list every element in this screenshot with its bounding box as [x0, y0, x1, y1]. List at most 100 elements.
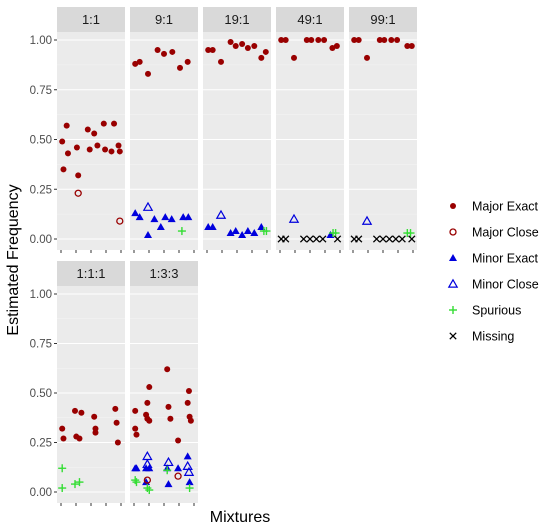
data-point [291, 54, 297, 61]
data-point [218, 58, 224, 65]
legend-item: Minor Exact [444, 249, 539, 267]
facet-label: 1:1 [82, 12, 100, 27]
data-point [165, 403, 172, 410]
facet-strip [130, 7, 198, 32]
data-point [144, 231, 152, 239]
data-point [133, 431, 140, 438]
data-point [132, 425, 139, 432]
legend-key [449, 228, 457, 236]
data-point [71, 480, 79, 489]
panel-background [57, 32, 125, 250]
facet-panel: 19:1 [203, 7, 271, 253]
data-point [73, 144, 80, 151]
data-point [312, 235, 321, 243]
y-tick-label: 1.00 [30, 35, 52, 47]
y-axis-label: Estimated Frequency [5, 184, 22, 335]
data-point [146, 384, 153, 391]
legend-key-bg [444, 275, 462, 293]
data-point [60, 435, 67, 442]
data-point [167, 215, 176, 223]
facet-panel: 99:1 [349, 7, 417, 253]
data-point [321, 37, 328, 43]
data-point [132, 60, 139, 67]
data-point [84, 126, 91, 133]
data-point [355, 235, 363, 243]
data-point [164, 480, 173, 488]
y-axis: 0.00 0.25 0.50 0.75 1.00 0.00 0.25 0.50 0.75 1.00 [30, 35, 57, 499]
legend-item: Major Close [444, 223, 539, 241]
data-point [209, 46, 216, 53]
data-point [183, 452, 192, 460]
legend-label: Spurious [472, 304, 521, 318]
data-point [398, 235, 406, 243]
facet-panel: 1:1:1 [57, 261, 125, 506]
data-point [184, 58, 191, 65]
data-point [303, 37, 310, 43]
data-point [78, 409, 85, 416]
facet-label: 99:1 [370, 12, 395, 27]
legend-item: Minor Close [444, 275, 539, 293]
facet-label: 1:1:1 [77, 266, 106, 281]
data-point [184, 213, 193, 221]
data-point [319, 235, 327, 243]
facet-strip [57, 261, 125, 286]
data-point [232, 42, 239, 49]
data-point [379, 235, 387, 243]
legend-item: Spurious [444, 301, 521, 319]
data-point [394, 37, 401, 43]
data-point [163, 466, 172, 475]
data-point [262, 227, 271, 236]
data-point [231, 227, 240, 235]
data-point [288, 213, 300, 223]
legend: Major Exact Major Close Minor Exact Minor C… [444, 197, 539, 345]
data-point [404, 42, 411, 49]
facet-panel: 9:1 [130, 7, 198, 253]
facet-strip [57, 7, 125, 32]
data-point [364, 54, 370, 61]
data-point [205, 46, 212, 53]
data-point [72, 407, 78, 414]
data-point [177, 64, 183, 71]
data-point [372, 235, 381, 243]
data-point [114, 439, 121, 446]
data-point [278, 37, 285, 43]
data-point [136, 58, 143, 65]
legend-item: Major Exact [444, 197, 539, 215]
panel-background [276, 32, 344, 250]
data-point [132, 478, 141, 487]
data-point [174, 472, 182, 480]
data-point [116, 148, 123, 155]
data-point [113, 419, 120, 426]
data-point [184, 399, 191, 406]
data-point [308, 37, 315, 43]
data-point [329, 44, 336, 51]
data-point [167, 415, 174, 422]
data-point [250, 229, 259, 237]
data-point [226, 229, 235, 237]
data-point [91, 130, 98, 137]
data-point [381, 37, 388, 43]
legend-key [447, 278, 459, 288]
facet-panel: 49:1 [276, 7, 344, 253]
data-point [146, 417, 153, 424]
legend-label: Major Exact [472, 200, 539, 214]
data-point [227, 38, 234, 45]
data-point [131, 209, 140, 217]
data-point [58, 464, 67, 473]
data-point [145, 464, 154, 472]
data-point [408, 42, 415, 49]
x-axis-label: Mixtures [210, 509, 270, 526]
panel-background [57, 286, 125, 503]
data-point [63, 122, 70, 129]
data-point [175, 437, 182, 444]
data-point [355, 37, 362, 43]
data-point [208, 223, 217, 231]
data-point [258, 54, 265, 61]
y-tick-label: 0.50 [30, 388, 52, 400]
data-point [177, 227, 186, 236]
facet-panel: 1:1 [57, 7, 125, 253]
data-point [59, 138, 66, 145]
legend-key [449, 306, 457, 314]
y-tick-label: 1.00 [30, 289, 52, 301]
